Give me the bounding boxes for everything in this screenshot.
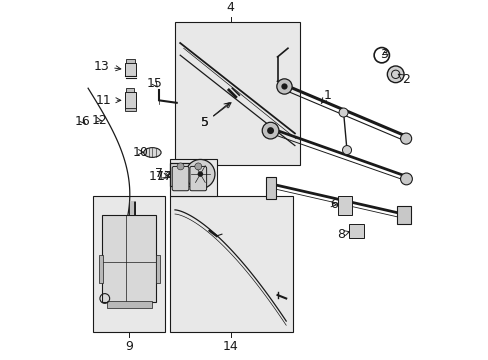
Bar	[175, 22, 300, 165]
Bar	[169, 159, 216, 196]
Circle shape	[276, 79, 291, 94]
Text: 14: 14	[222, 340, 238, 353]
Bar	[93, 196, 164, 332]
Text: 17: 17	[149, 170, 164, 183]
Text: 11: 11	[96, 94, 121, 107]
Text: 1: 1	[321, 89, 331, 104]
Text: 8: 8	[336, 228, 349, 241]
Bar	[397, 206, 410, 224]
Text: 4: 4	[226, 1, 234, 14]
Bar	[124, 108, 136, 111]
FancyBboxPatch shape	[189, 166, 206, 191]
FancyBboxPatch shape	[172, 166, 188, 191]
Text: 12: 12	[91, 114, 107, 127]
Bar	[348, 224, 364, 238]
Circle shape	[342, 145, 351, 154]
Text: 15: 15	[146, 77, 163, 90]
Text: 17: 17	[157, 170, 172, 183]
Circle shape	[177, 163, 183, 170]
Circle shape	[386, 66, 403, 83]
Circle shape	[281, 84, 287, 90]
Circle shape	[262, 122, 278, 139]
Bar	[124, 92, 136, 109]
Ellipse shape	[143, 148, 161, 157]
Bar	[265, 177, 276, 199]
Circle shape	[338, 108, 347, 117]
Text: 6: 6	[329, 198, 337, 211]
Bar	[338, 196, 351, 215]
Bar	[156, 255, 160, 283]
Bar	[102, 215, 156, 302]
Text: 3: 3	[379, 48, 387, 60]
Bar	[107, 301, 152, 308]
Bar	[124, 63, 136, 76]
Circle shape	[194, 163, 202, 170]
Circle shape	[400, 133, 411, 144]
Circle shape	[400, 173, 411, 185]
Text: 9: 9	[125, 340, 133, 353]
Circle shape	[185, 159, 215, 189]
Text: 13: 13	[93, 60, 121, 73]
Circle shape	[197, 171, 203, 177]
Text: 5: 5	[200, 103, 230, 130]
Bar	[125, 59, 134, 63]
Text: 2: 2	[397, 73, 409, 86]
Bar	[169, 163, 192, 185]
Text: 5: 5	[200, 103, 229, 130]
Text: 10: 10	[133, 146, 148, 159]
Bar	[99, 255, 103, 283]
Text: 7: 7	[155, 167, 170, 180]
Text: 16: 16	[75, 115, 91, 128]
Bar	[125, 88, 134, 92]
Bar	[169, 196, 293, 332]
Circle shape	[266, 127, 273, 134]
